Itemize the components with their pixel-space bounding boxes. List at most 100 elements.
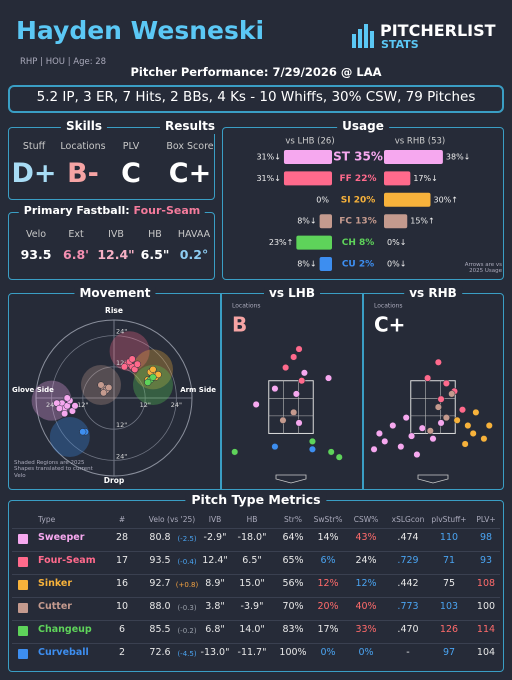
value-label: 31%↓ xyxy=(256,153,280,162)
skills-box xyxy=(8,127,215,200)
pitch-point xyxy=(413,450,421,459)
pitch-point xyxy=(308,437,316,445)
column-header: CSW% xyxy=(353,515,379,524)
pitch-point xyxy=(290,408,298,416)
table-cell: 17 xyxy=(115,555,129,566)
pitch-point xyxy=(469,429,477,438)
divider xyxy=(220,293,222,490)
grade: C+ xyxy=(374,313,405,337)
table-cell: 97 xyxy=(442,647,456,658)
axis-label: Glove Side xyxy=(12,386,54,394)
home-plate xyxy=(275,474,307,484)
fastball-stat-value: 0.2° xyxy=(179,247,209,262)
table-cell: 98 xyxy=(479,532,493,543)
chart-title: Movement xyxy=(74,286,156,301)
table-title: Pitch Type Metrics xyxy=(185,492,327,508)
table-cell: 65% xyxy=(282,555,304,566)
column-header: # xyxy=(118,515,126,524)
skill-label: Stuff xyxy=(22,141,46,152)
table-cell: 12.4" xyxy=(202,555,228,566)
table-cell: -13.0" xyxy=(200,647,230,658)
table-cell: 10 xyxy=(115,601,129,612)
logo-icon xyxy=(352,24,374,48)
series-header: vs RHB (53) xyxy=(395,137,445,147)
table-cell: 6.8" xyxy=(205,624,225,635)
pitch-point xyxy=(480,435,488,443)
table-cell: 16 xyxy=(115,578,129,589)
row-separator xyxy=(12,620,500,621)
pitch-point xyxy=(300,369,308,377)
table-cell: (-4.5) xyxy=(177,650,197,658)
x-tick-label: 12" xyxy=(77,401,88,409)
fastball-box xyxy=(8,212,215,280)
value-label: 31%↓ xyxy=(256,174,280,183)
table-cell: 2 xyxy=(118,647,126,658)
table-cell: 0% xyxy=(358,647,374,658)
results-label: Box Score xyxy=(166,141,214,152)
pitch-point xyxy=(442,414,450,422)
pitch-point xyxy=(424,374,432,382)
row-separator xyxy=(12,551,500,552)
location-chart: Locations C+ xyxy=(370,303,493,484)
pitch-point xyxy=(105,384,113,392)
value-label: 0%↓ xyxy=(387,238,406,247)
results-title: Results xyxy=(159,119,221,134)
swatch xyxy=(18,626,28,636)
pitch-point xyxy=(71,402,79,410)
location-chart: Locations B xyxy=(231,303,343,484)
pitch-type: Changeup xyxy=(38,624,92,635)
pitch-point xyxy=(375,429,383,438)
pitch-point xyxy=(290,353,298,361)
region xyxy=(49,417,90,457)
skill-grade: B- xyxy=(67,158,99,189)
pitch-type: Four-Seam xyxy=(38,555,96,566)
row-separator xyxy=(12,528,500,529)
logo-main: PITCHERLIST xyxy=(380,21,496,40)
table-cell: 80.8 xyxy=(149,532,171,543)
logo-sub: STATS xyxy=(381,38,419,51)
subtitle: Pitcher Performance: 7/29/2026 @ LAA xyxy=(130,65,382,79)
pitch-point xyxy=(434,358,442,366)
pitch-type: Cutter xyxy=(38,601,72,612)
y-tick-label: 24" xyxy=(116,328,127,336)
pitch-point xyxy=(418,424,426,432)
pitch-point xyxy=(149,365,157,373)
pitch-point xyxy=(437,395,445,403)
pitch-point xyxy=(100,389,108,397)
x-tick-label: 24" xyxy=(46,401,57,409)
summary-box xyxy=(8,85,504,113)
table-cell: -18.0" xyxy=(237,532,267,543)
pitch-point xyxy=(429,435,437,443)
skill-grade: D+ xyxy=(11,158,57,189)
y-tick-label: 12" xyxy=(116,359,127,367)
title: Hayden Wesneski xyxy=(16,16,265,45)
row-separator xyxy=(12,643,500,644)
table-cell: 100% xyxy=(279,647,307,658)
column-header: SwStr% xyxy=(313,515,343,524)
fastball-stat-value: 12.4" xyxy=(97,247,135,262)
column-header: Velo (vs '25) xyxy=(148,515,196,524)
subtitle: Locations xyxy=(374,303,403,310)
chart-title: vs RHB xyxy=(404,286,462,301)
fastball-stat-label: HAVAA xyxy=(177,229,211,240)
swatch xyxy=(18,580,28,590)
value-label: 0%↓ xyxy=(387,260,406,269)
note: Arrows are vs 2025 Usage xyxy=(464,262,502,275)
pitch-point xyxy=(402,414,410,422)
axis-label: Rise xyxy=(105,306,123,315)
table-cell: 108 xyxy=(476,578,496,589)
table-cell: 17% xyxy=(317,624,339,635)
fastball-stat-value: 6.8' xyxy=(63,247,89,262)
pitch-point xyxy=(426,427,434,435)
bar xyxy=(384,214,408,229)
pitch-point xyxy=(434,403,442,411)
pitch-point xyxy=(381,437,389,445)
pitch-point xyxy=(149,373,157,381)
table-cell: 15.0" xyxy=(239,578,265,589)
bar xyxy=(283,150,332,164)
pitch-point xyxy=(97,381,105,389)
table-cell: (-0.2) xyxy=(177,627,197,635)
table-cell: (-0.3) xyxy=(177,604,197,612)
fastball-pitch: Four-Seam xyxy=(133,204,201,217)
